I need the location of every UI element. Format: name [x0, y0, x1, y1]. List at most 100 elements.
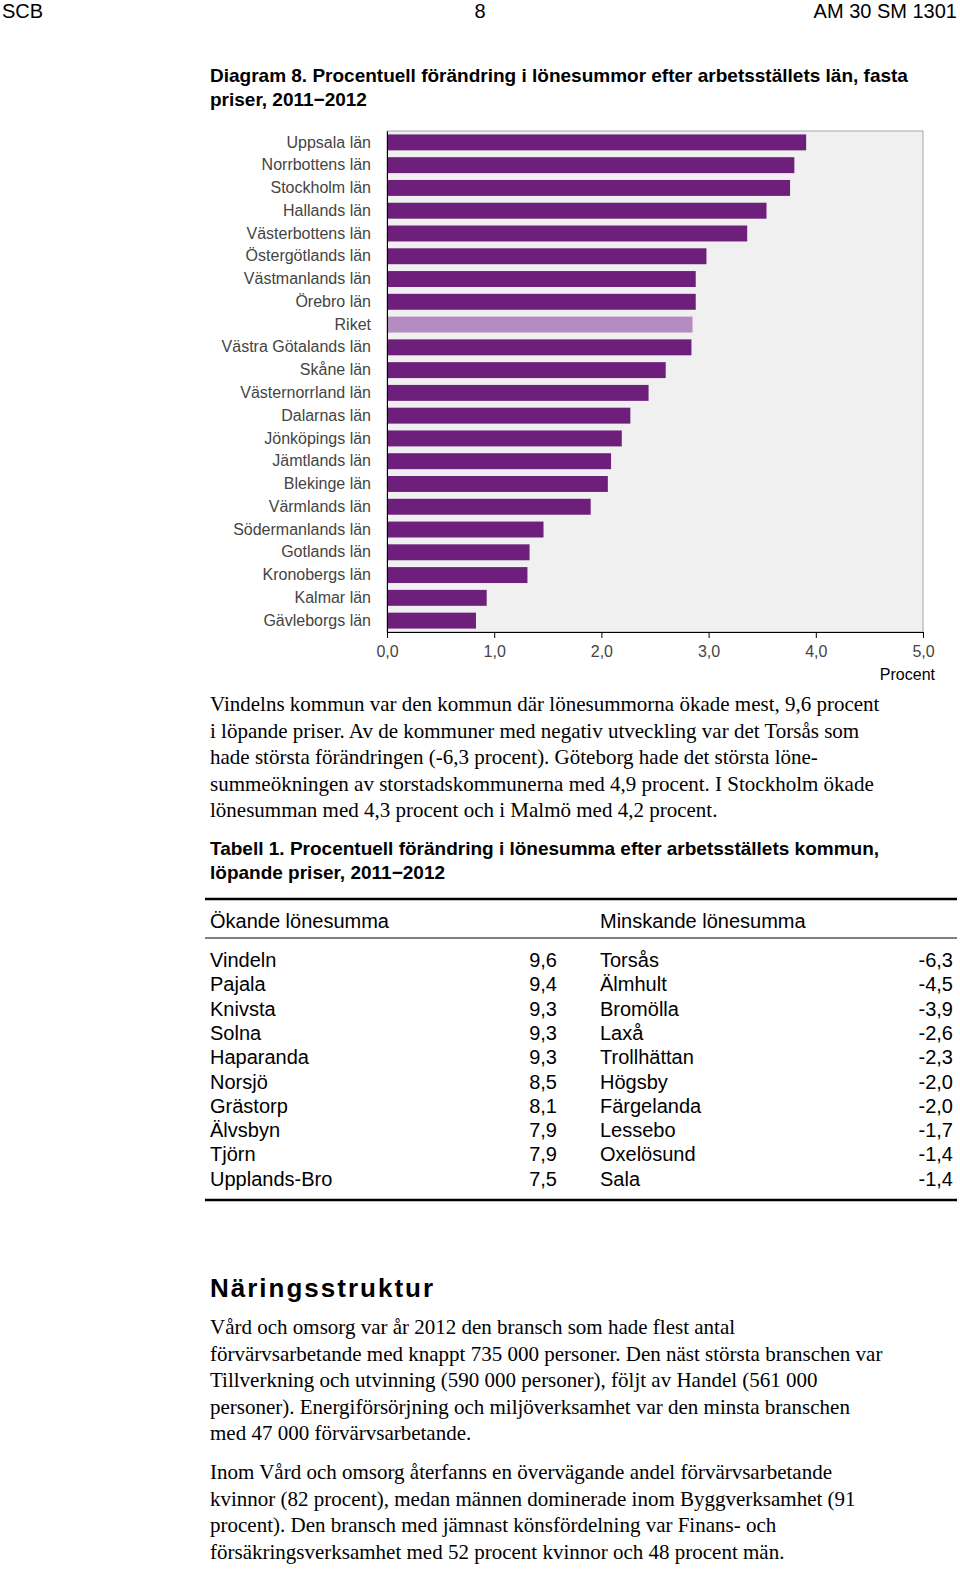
table-cell: 8,5 [529, 1071, 557, 1093]
x-tick-mark [816, 632, 817, 638]
x-tick-mark [387, 632, 388, 638]
x-axis-line [388, 633, 924, 639]
table-cell: -1,4 [919, 1168, 953, 1190]
y-tick-label: Dalarnas län [281, 407, 371, 424]
paragraph-line: försäkringsverksamhet med 52 procent kvi… [210, 1540, 784, 1564]
table-cell: Bromölla [600, 998, 680, 1020]
x-axis: 0,01,02,03,04,05,0 [376, 632, 934, 660]
y-tick-label: Örebro län [295, 293, 371, 310]
paragraph-line: Vindelns kommun var den kommun där lönes… [210, 692, 880, 716]
bar [387, 430, 622, 446]
bar [387, 203, 766, 219]
y-tick: Skåne län [300, 361, 387, 378]
paragraph-line: Tillverkning och utvinning (590 000 pers… [210, 1368, 818, 1392]
bar [387, 476, 608, 492]
table-cell: Älmhult [600, 973, 667, 995]
y-tick: Örebro län [295, 293, 387, 310]
paragraph-line: personer). Energiförsörjning och miljöve… [210, 1395, 850, 1419]
header-right: AM 30 SM 1301 [814, 0, 957, 22]
table-cell: -2,3 [919, 1046, 953, 1068]
table-header-rule [205, 938, 957, 939]
y-tick-label: Skåne län [300, 361, 371, 378]
paragraph-line: med 47 000 förvärvsarbetande. [210, 1421, 471, 1445]
table-header: Minskande lönesumma [600, 910, 807, 932]
y-tick: Västra Götalands län [222, 338, 387, 355]
table-cell: Lessebo [600, 1119, 676, 1141]
x-tick-mark [494, 632, 495, 638]
x-tick-label: 4,0 [805, 643, 827, 660]
y-axis-line [387, 132, 388, 633]
table-cell: 7,5 [529, 1168, 557, 1190]
y-tick: Kronobergs län [262, 566, 387, 583]
table-cell: Norsjö [210, 1071, 268, 1093]
y-tick-label: Norrbottens län [262, 156, 371, 173]
section-heading: Näringsstruktur [210, 1273, 435, 1303]
bar [387, 544, 530, 560]
y-axis: Uppsala länNorrbottens länStockholm länH… [222, 132, 388, 633]
table-cell: -2,0 [919, 1071, 953, 1093]
table-title: löpande priser, 2011−2012 [210, 862, 445, 883]
y-tick: Jönköpings län [264, 430, 387, 447]
paragraph-line: summeökningen av storstadskommunerna med… [210, 772, 874, 796]
page: SCB8AM 30 SM 1301Diagram 8. Procentuell … [0, 0, 960, 1570]
y-tick: Västernorrland län [240, 384, 387, 401]
x-tick: 2,0 [591, 632, 613, 660]
bar [387, 248, 706, 264]
table-cell: 9,3 [529, 1022, 557, 1044]
table-cell: Solna [210, 1022, 262, 1044]
table-cell: -4,5 [919, 973, 953, 995]
x-axis-label: Procent [880, 666, 936, 683]
table-cell: Torsås [600, 949, 659, 971]
bar [387, 408, 630, 424]
bar [387, 271, 696, 287]
bar [387, 499, 591, 515]
paragraph-line: hade största förändringen (-6,3 procent)… [210, 745, 818, 769]
x-tick: 3,0 [698, 632, 720, 660]
table-bottom-rule [205, 1199, 957, 1202]
table-cell: Tjörn [210, 1143, 256, 1165]
y-tick: Kalmar län [295, 589, 387, 606]
x-tick-mark [923, 632, 924, 638]
table-cell: 8,1 [529, 1095, 557, 1117]
y-tick: Västmanlands län [244, 270, 387, 287]
bar [387, 522, 544, 538]
table-cell: Högsby [600, 1071, 668, 1093]
chart-title: Diagram 8. Procentuell förändring i löne… [210, 65, 908, 110]
bar [387, 453, 611, 469]
table-cell: Upplands-Bro [210, 1168, 332, 1190]
x-tick-label: 2,0 [591, 643, 613, 660]
bar [387, 180, 790, 196]
y-tick: Stockholm län [271, 179, 388, 196]
y-tick-label: Kronobergs län [262, 566, 371, 583]
table-cell: -1,7 [919, 1119, 953, 1141]
plot-area [387, 131, 923, 632]
y-tick-label: Värmlands län [269, 498, 371, 515]
y-tick-label: Hallands län [283, 202, 371, 219]
x-tick: 4,0 [805, 632, 827, 660]
table-cell: -2,0 [919, 1095, 953, 1117]
y-tick: Värmlands län [269, 498, 387, 515]
table-top-rule [205, 898, 957, 901]
table-cell: 9,3 [529, 1046, 557, 1068]
y-tick-label: Västmanlands län [244, 270, 371, 287]
table-cell: Laxå [600, 1022, 644, 1044]
table-cell: 7,9 [529, 1119, 557, 1141]
y-tick-label: Stockholm län [271, 179, 372, 196]
y-tick: Gävleborgs län [263, 612, 387, 629]
table-cell: -1,4 [919, 1143, 953, 1165]
y-tick: Västerbottens län [246, 225, 387, 242]
bar [387, 226, 747, 242]
y-tick: Östergötlands län [246, 247, 387, 264]
y-tick: Södermanlands län [233, 521, 387, 538]
table-cell: Grästorp [210, 1095, 288, 1117]
bar [387, 134, 806, 150]
x-tick-mark [601, 632, 602, 638]
x-tick-label: 3,0 [698, 643, 720, 660]
table-cell: Haparanda [210, 1046, 310, 1068]
y-tick-label: Västerbottens län [246, 225, 371, 242]
y-tick: Riket [335, 316, 387, 333]
y-tick: Norrbottens län [262, 156, 387, 173]
y-tick-label: Jämtlands län [272, 452, 371, 469]
y-tick: Hallands län [283, 202, 387, 219]
table-cell: -3,9 [919, 998, 953, 1020]
